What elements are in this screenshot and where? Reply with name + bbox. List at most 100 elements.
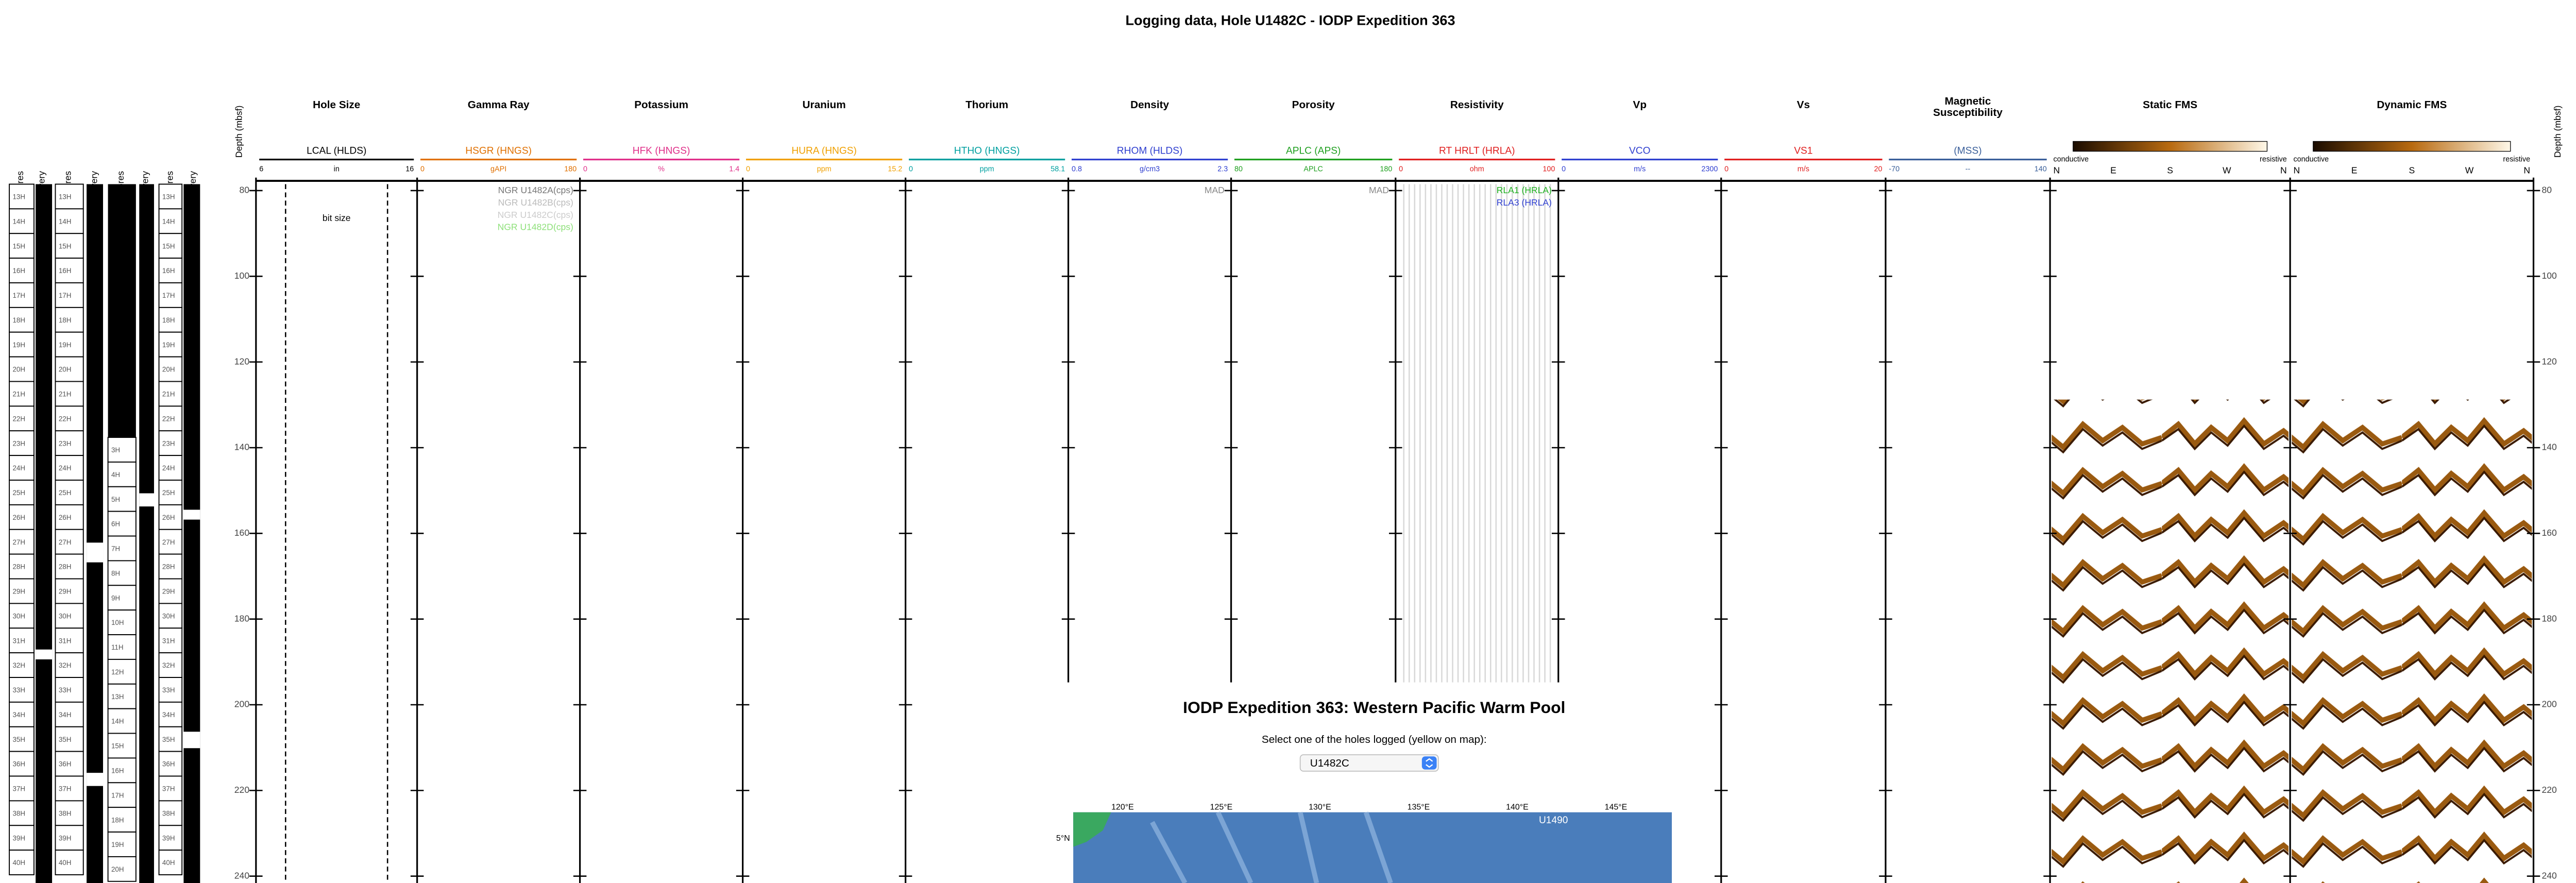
page-title: Logging data, Hole U1482C - IODP Expedit… (1125, 12, 1455, 28)
track-title-line: Magnetic (1945, 95, 1991, 107)
core-label: 36H (12, 760, 25, 768)
curve-name: RHOM (HLDS) (1117, 146, 1183, 157)
log-viewer: Logging data, Hole U1482C - IODP Expedit… (0, 0, 2576, 883)
depth-tick-label: 140 (2541, 442, 2557, 452)
curve-legend: NGR U1482A(cps) (498, 185, 573, 195)
core-label: 19H (12, 341, 25, 349)
core-label: 17H (12, 292, 25, 299)
scale-min: 0 (583, 165, 587, 174)
fms-right: resistive (2503, 155, 2530, 163)
core-label: 15H (12, 242, 25, 250)
scale-unit: m/s (1798, 165, 1809, 174)
track-title: Hole Size (313, 99, 360, 111)
core-label: 20H (111, 865, 124, 873)
scale-min: 0 (1562, 165, 1566, 174)
fms-direction: E (2351, 165, 2358, 176)
core-label: 14H (111, 718, 124, 725)
core-label: 33H (59, 686, 72, 694)
depth-tick-label: 160 (2541, 528, 2557, 538)
curve-legend: MAD (1205, 185, 1225, 195)
fms-direction: N (2523, 165, 2530, 176)
fms-color-bar (2313, 141, 2511, 151)
recovery-gap (139, 494, 156, 507)
scale-max: 180 (1380, 165, 1392, 174)
scale-unit: m/s (1634, 165, 1646, 174)
fms-direction: N (2280, 165, 2287, 176)
scale-min: 0 (1399, 165, 1403, 174)
core-label: 25H (59, 489, 72, 497)
core-label: 39H (162, 834, 175, 842)
map-lon-label: 145°E (1605, 803, 1628, 811)
core-label: 35H (59, 736, 72, 743)
hole-select-value[interactable]: U1482C (1310, 757, 1349, 769)
track-title: Vp (1633, 99, 1647, 111)
track-title: Uranium (803, 99, 846, 111)
track-title: Porosity (1292, 99, 1335, 111)
curve-name: HFK (HNGS) (633, 146, 690, 157)
core-label: 27H (162, 538, 175, 546)
curve-name: VCO (1629, 146, 1650, 157)
scale-max: 140 (2035, 165, 2047, 174)
core-label: 39H (59, 834, 72, 842)
recovery-gap (87, 773, 103, 786)
core-label: 27H (12, 538, 25, 546)
curve-legend: RLA1 (HRLA) (1497, 185, 1552, 195)
scale-unit: ohm (1470, 165, 1484, 174)
core-label: 21H (162, 390, 175, 398)
core-label: 38H (12, 809, 25, 817)
depth-tick-label: 220 (2541, 785, 2557, 795)
core-label: 40H (162, 859, 175, 867)
scale-unit: in (334, 165, 340, 174)
depth-tick-label: 160 (234, 528, 250, 538)
fms-direction: E (2110, 165, 2116, 176)
core-label: 34H (12, 711, 25, 719)
fms-direction: N (2054, 165, 2060, 176)
core-label: 16H (111, 767, 124, 775)
curve-name: (MSS) (1954, 146, 1981, 157)
core-label: 8H (111, 569, 120, 577)
core-label: 34H (162, 711, 175, 719)
depth-tick-label: 120 (2541, 356, 2557, 366)
core-label: 18H (59, 316, 72, 324)
core-label: 25H (12, 489, 25, 497)
core-label: 13H (111, 693, 124, 701)
scale-max: 2.3 (1217, 165, 1228, 174)
fms-direction: W (2465, 165, 2474, 176)
depth-tick-label: 220 (234, 785, 250, 795)
curve-name: LCAL (HLDS) (307, 146, 366, 157)
core-label: 32H (162, 661, 175, 669)
core-label: 24H (162, 464, 175, 472)
fms-right: resistive (2260, 155, 2287, 163)
depth-tick-label: 200 (234, 699, 250, 709)
map-lon-label: 140°E (1506, 803, 1529, 811)
core-label: 20H (12, 366, 25, 373)
scale-min: 0 (746, 165, 750, 174)
scale-min: 0 (420, 165, 425, 174)
scale-max: 2300 (1701, 165, 1718, 174)
core-label: 22H (12, 415, 25, 422)
scale-unit: % (658, 165, 665, 174)
core-label: 39H (12, 834, 25, 842)
core-label: 22H (162, 415, 175, 422)
core-label: 26H (59, 514, 72, 521)
hole-select[interactable]: U1482C (1300, 755, 1438, 771)
curve-legend: NGR U1482C(cps) (498, 210, 573, 220)
depth-tick-label: 100 (2541, 270, 2557, 281)
core-label: 11H (111, 643, 124, 651)
scale-min: 0.8 (1072, 165, 1082, 174)
core-label: 14H (162, 217, 175, 225)
core-label: 30H (12, 612, 25, 620)
core-label: 18H (12, 316, 25, 324)
core-label: 36H (59, 760, 72, 768)
core-label: 24H (12, 464, 25, 472)
core-label: 28H (162, 563, 175, 571)
scale-max: 58.1 (1050, 165, 1065, 174)
curve-legend: MAD (1369, 185, 1389, 195)
core-label: 26H (12, 514, 25, 521)
core-label: 37H (162, 785, 175, 793)
core-label: 21H (59, 390, 72, 398)
core-label: 13H (12, 193, 25, 201)
scale-min: -70 (1889, 165, 1900, 174)
fms-title: Static FMS (2143, 99, 2197, 111)
core-label: 17H (162, 292, 175, 299)
